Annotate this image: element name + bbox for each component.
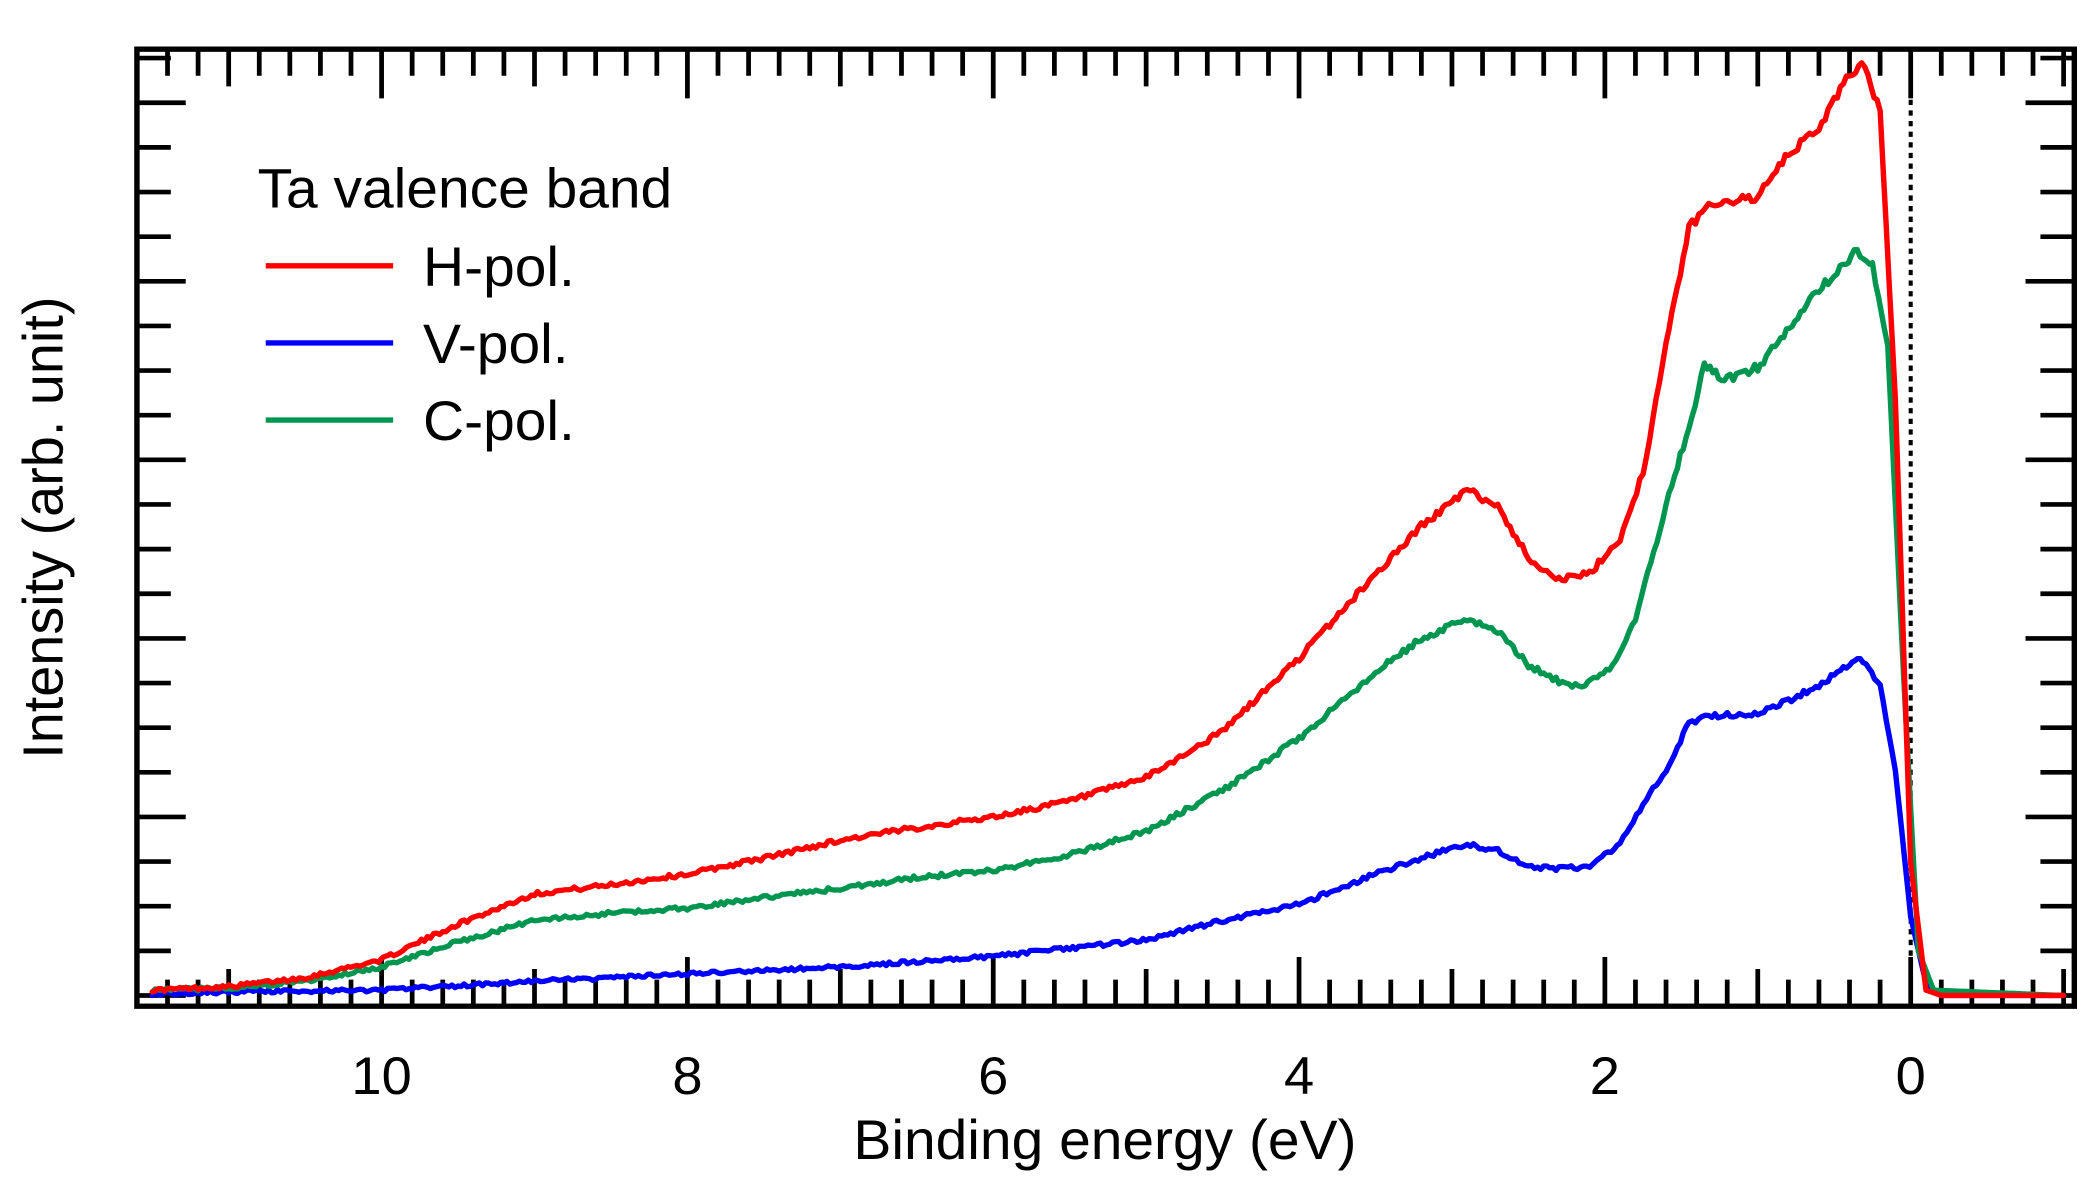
x-tick-label: 4 — [1284, 1046, 1314, 1105]
series-line-hpol — [149, 60, 2067, 999]
series-line-cpol — [149, 246, 2067, 999]
x-tick-label: 0 — [1896, 1046, 1926, 1105]
legend-label: V-pol. — [423, 312, 569, 374]
series-layer — [149, 60, 2067, 999]
legend-title: Ta valence band — [258, 157, 673, 219]
legend-label: H-pol. — [423, 235, 575, 297]
series-line-vpol — [149, 655, 2067, 999]
ticks-layer — [136, 49, 2075, 1007]
legend-entries: H-pol. V-pol. C-pol. — [265, 235, 575, 452]
y-axis-label: Intensity (arb. unit) — [11, 297, 75, 759]
x-tick-label: 8 — [672, 1046, 702, 1105]
x-tick-label: 2 — [1590, 1046, 1620, 1105]
legend-label: C-pol. — [423, 389, 575, 451]
x-tick-label: 10 — [351, 1046, 411, 1105]
x-axis-label: Binding energy (eV) — [853, 1109, 1356, 1171]
x-tick-labels: 10 8 6 4 2 0 — [351, 1046, 1925, 1105]
x-tick-label: 6 — [978, 1046, 1008, 1105]
plot-frame — [134, 46, 2078, 1009]
legend: Ta valence band H-pol. V-pol. C-pol. — [258, 157, 673, 452]
